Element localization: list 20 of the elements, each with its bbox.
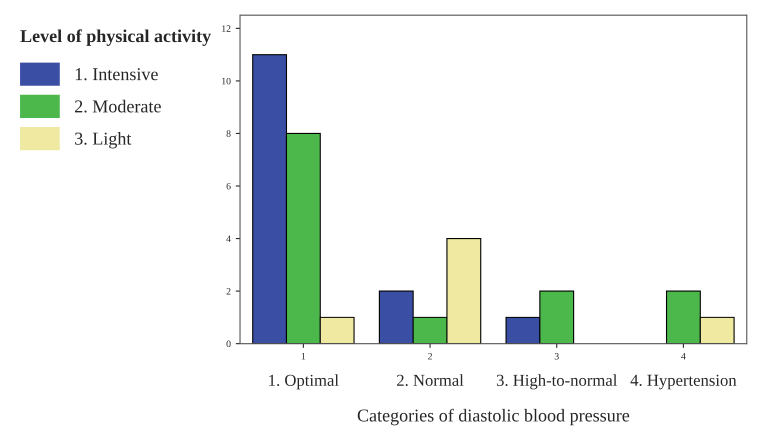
legend-label: 1. Intensive [76, 68, 158, 80]
y-tick-label: 8 [226, 130, 231, 137]
x-tick-label: 2 [428, 352, 432, 360]
x-axis-title: Categories of diastolic blood pressure [358, 408, 630, 426]
y-tick-label: 12 [222, 25, 230, 32]
text: 4. Hypertension [630, 374, 736, 390]
y-tick-label: 10 [222, 78, 231, 84]
legend-title: Level of physical activity [20, 29, 211, 46]
y-tick-label: 0 [226, 340, 231, 348]
y-tick-label: 4 [226, 236, 231, 242]
x-tick-label: 1 [302, 353, 306, 360]
y-tick-label: 6 [226, 182, 231, 190]
text: 2. Normal [396, 374, 464, 386]
text: 1. Optimal [269, 374, 339, 390]
text: 3. High-to-normal [496, 374, 618, 390]
x-tick-label: 3 [554, 352, 559, 360]
y-tick-label: 2 [226, 288, 230, 294]
legend-label: 3. Light [75, 132, 132, 148]
x-tick-label: 4 [681, 353, 686, 360]
legend-label: 2. Moderate [75, 100, 161, 113]
